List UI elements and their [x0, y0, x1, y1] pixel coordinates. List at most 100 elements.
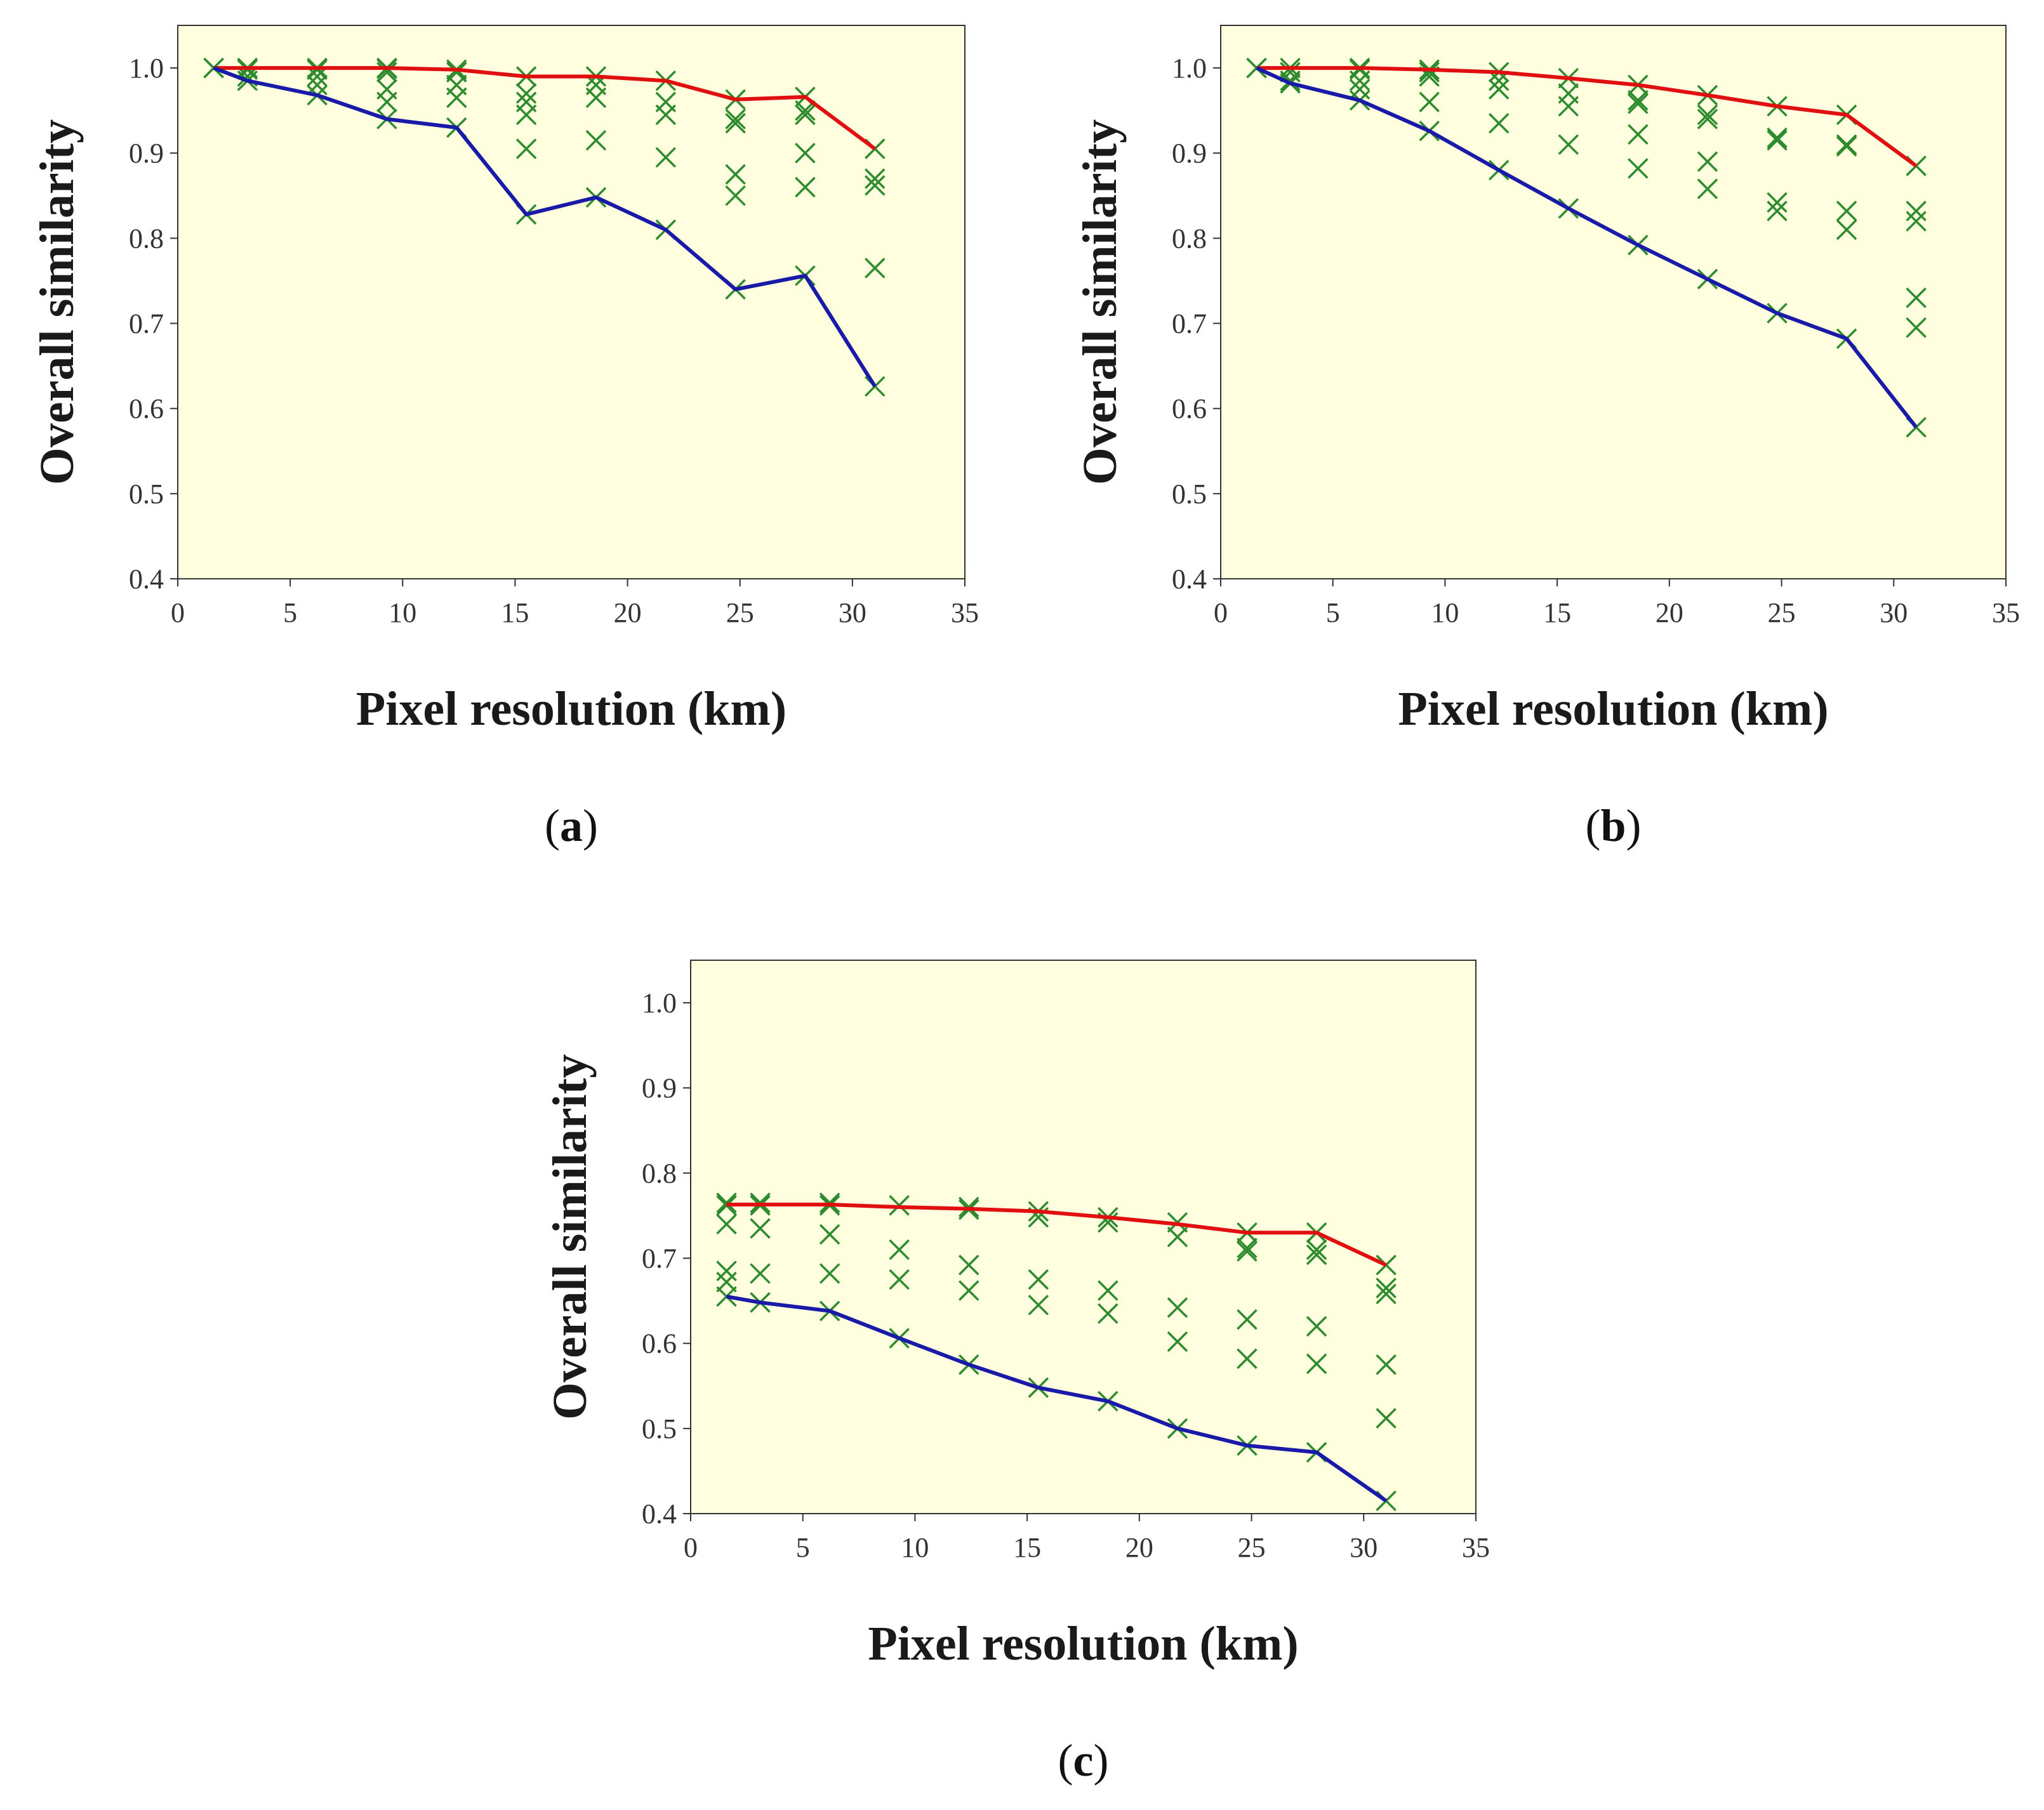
chart-c-marker [1376, 1408, 1397, 1429]
chart-a-marker [725, 164, 746, 185]
chart-c-marker [1167, 1226, 1188, 1248]
chart-c-marker [1098, 1303, 1118, 1324]
chart-c-marker [1306, 1353, 1327, 1375]
chart-c-red-line [726, 1203, 1387, 1267]
chart-b-blue-line [1256, 66, 1918, 429]
chart-b-y-tick-label: 0.9 [1172, 138, 1207, 169]
chart-c-marker [1028, 1295, 1049, 1316]
chart-b-red-line [1256, 66, 1918, 168]
chart-a-marker [376, 91, 397, 112]
chart-a-red-line [213, 66, 877, 150]
chart-c-x-tick-label: 20 [1125, 1532, 1153, 1563]
chart-c-y-tick-label: 1.0 [642, 988, 677, 1019]
chart-b-marker [1419, 91, 1440, 112]
chart-c-x-axis-title: Pixel resolution (km) [868, 1617, 1298, 1670]
chart-a-marker [203, 57, 224, 79]
chart-c-marker [1376, 1283, 1397, 1305]
chart-c-marker [716, 1260, 737, 1281]
chart-a-y-tick-label: 0.5 [129, 479, 164, 510]
chart-b-marker [1697, 178, 1718, 199]
chart-a-marker [515, 138, 537, 159]
chart-c-marker [1306, 1316, 1327, 1337]
chart-b-marker [1628, 124, 1649, 145]
chart-c-y-axis-title: Overall similarity [543, 1054, 597, 1420]
chart-b-marker [1767, 127, 1788, 149]
chart-a-x-axis-title: Pixel resolution (km) [356, 682, 786, 736]
chart-a-x-tick-label: 25 [726, 597, 754, 628]
chart-b: 0.4 0.5 0.6 0.7 0.8 0.9 1.0 0 5 10 15 20 25 30 35 Pixel… [1073, 25, 2020, 851]
chart-b-y-tick-label: 1.0 [1172, 53, 1207, 84]
chart-b-marker [1349, 70, 1370, 91]
chart-b-x-tick-label: 25 [1768, 597, 1796, 628]
chart-c-marker [1237, 1348, 1258, 1370]
chart-a-x-tick-label: 35 [951, 597, 979, 628]
chart-b-y-tick-label: 0.5 [1172, 479, 1207, 510]
chart-a-marker [865, 376, 886, 397]
chart-c-y-tick-label: 0.4 [642, 1498, 677, 1529]
chart-c-marker [1376, 1255, 1397, 1276]
chart-a-marker [725, 109, 746, 129]
chart-a-y-tick-label: 1.0 [129, 53, 164, 84]
chart-a-marker [795, 176, 816, 198]
chart-a-marker [725, 113, 746, 134]
chart-b-y-tick-label: 0.6 [1172, 393, 1207, 425]
chart-b-y-axis-title: Overall similarity [1073, 119, 1127, 485]
chart-c-marker [1167, 1297, 1188, 1318]
chart-a-marker [865, 168, 886, 189]
chart-b-marker [1628, 158, 1649, 179]
chart-a-y-axis-title: Overall similarity [30, 119, 84, 485]
chart-a-marker [795, 142, 816, 164]
chart-b-marker [1558, 134, 1579, 155]
chart-c-y-tick-label: 0.6 [642, 1328, 677, 1359]
chart-c-marker [889, 1239, 910, 1260]
chart-b-marker [1767, 192, 1788, 213]
chart-c-x-tick-label: 25 [1238, 1532, 1266, 1563]
chart-c-plot-area [690, 960, 1477, 1514]
chart-a-x-tick-label: 10 [388, 597, 416, 628]
chart-a-marker [585, 129, 607, 151]
chart-c-marker [1306, 1244, 1327, 1265]
chart-c-marker [819, 1224, 840, 1245]
chart-c-y-tick-label: 0.7 [642, 1243, 677, 1274]
chart-c-marker [1376, 1354, 1397, 1375]
chart-b-marker [1697, 104, 1718, 126]
chart-c-marker [1237, 1238, 1258, 1258]
chart-a-blue-line [213, 66, 877, 388]
chart-a-marker [515, 104, 537, 126]
chart-a-y-tick-label: 0.4 [129, 564, 164, 595]
chart-c-y-tick-label: 0.8 [642, 1158, 677, 1189]
chart-c-marker [1306, 1239, 1327, 1260]
chart-b-y-tick-label: 0.7 [1172, 308, 1207, 340]
chart-a-x-tick-label: 15 [501, 597, 529, 628]
chart-c-marker [1237, 1241, 1258, 1262]
chart-c-x-tick-label: 0 [684, 1532, 698, 1563]
chart-b-marker [1697, 151, 1718, 172]
chart-b-plot-area [1220, 25, 2007, 579]
chart-b-marker [1419, 62, 1440, 83]
chart-b-marker [1489, 79, 1510, 100]
chart-b-marker [1558, 96, 1579, 117]
chart-a-marker [655, 104, 677, 126]
chart-b-x-tick-label: 20 [1656, 597, 1683, 628]
chart-c-x-tick-label: 30 [1350, 1532, 1377, 1563]
chart-b-marker [1767, 201, 1788, 221]
chart-c-marker [1376, 1278, 1397, 1298]
chart-a-marker [376, 62, 397, 83]
chart-c-marker [1098, 1280, 1118, 1301]
chart-c-marker [959, 1255, 979, 1276]
chart-b-marker [1836, 201, 1857, 221]
chart-b-x-axis-title: Pixel resolution (km) [1398, 682, 1828, 736]
chart-a-y-tick-label: 0.9 [129, 138, 164, 169]
chart-b-x-tick-label: 35 [1992, 597, 2020, 628]
chart-c-marker [959, 1280, 979, 1301]
chart-b-marker [1349, 79, 1370, 100]
chart-c-x-tick-label: 15 [1013, 1532, 1041, 1563]
chart-b-marker [1489, 113, 1510, 134]
chart-a-marker [307, 66, 328, 87]
chart-c-marker [716, 1271, 737, 1293]
chart-a-panel-label: (a) [545, 800, 598, 851]
chart-a-x-tick-label: 20 [614, 597, 642, 628]
chart-b-panel-label: (b) [1585, 800, 1641, 851]
chart-a-marker [585, 87, 607, 109]
